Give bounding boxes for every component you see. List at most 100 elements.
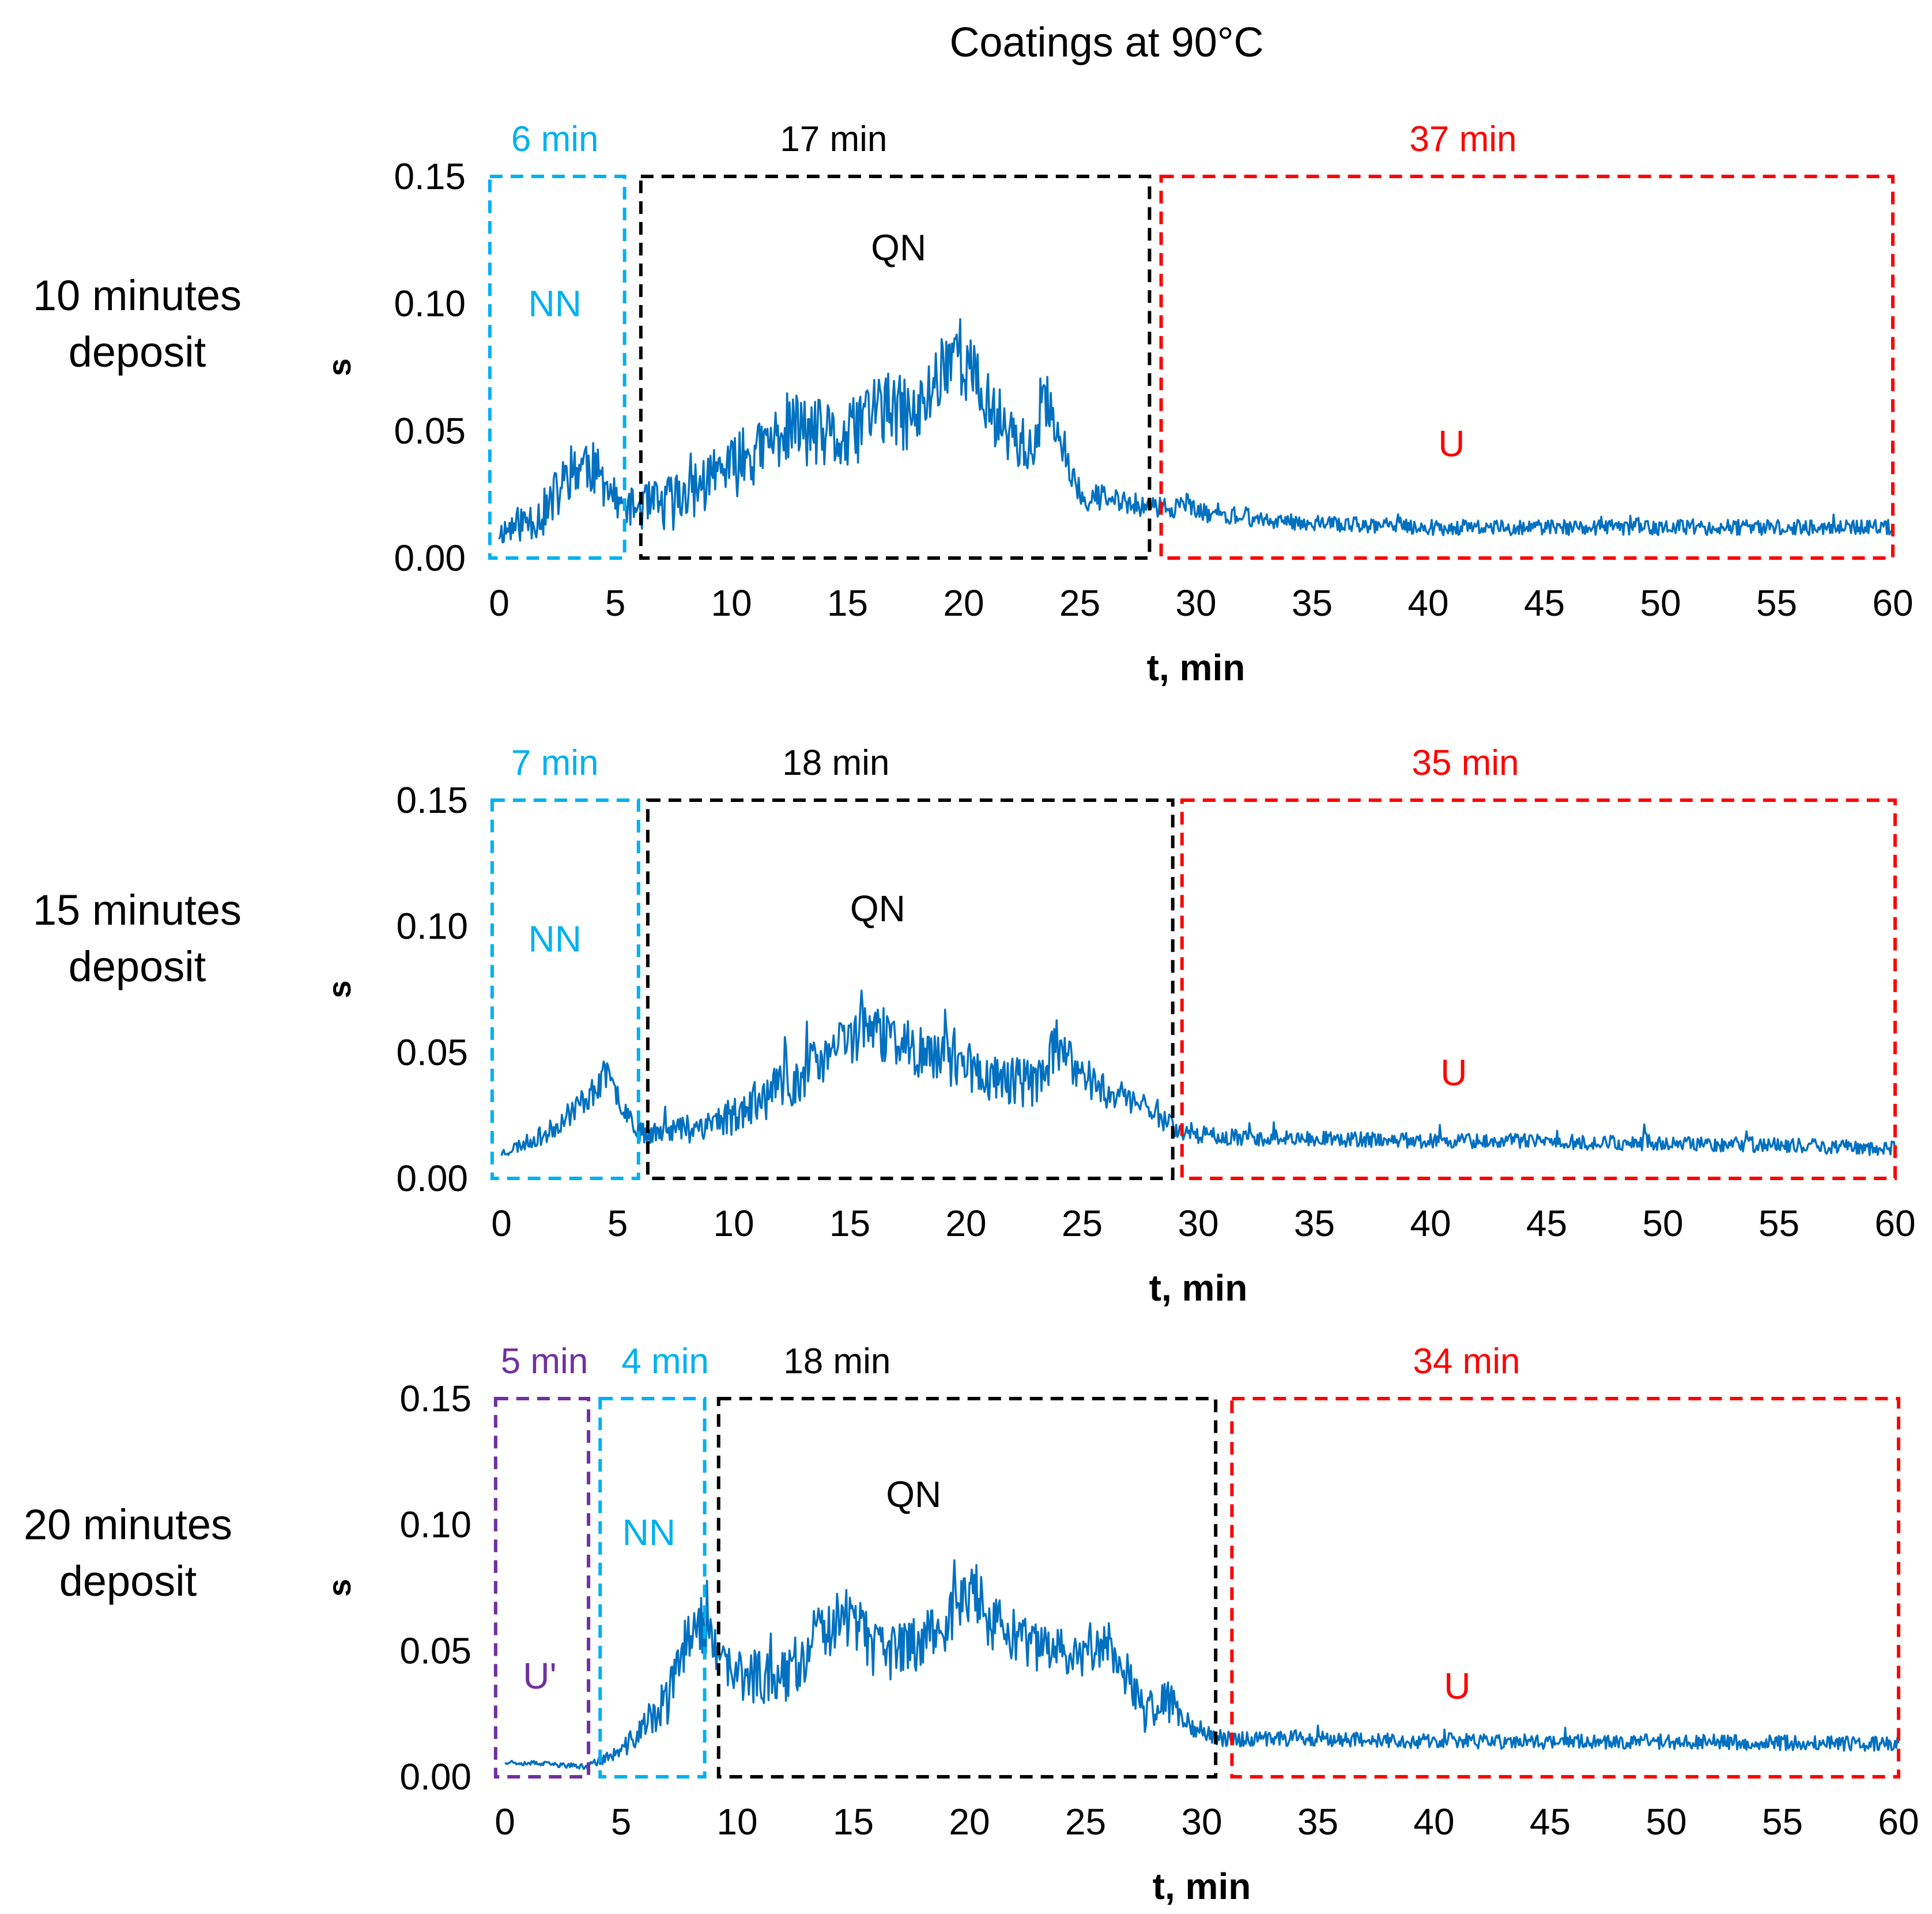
data-series-line [504,1559,1900,1770]
y-axis-label: s [321,980,357,998]
row-label-line: 15 minutes [33,886,242,934]
region-duration-label: 37 min [1409,119,1516,159]
figure-title: Coatings at 90°C [949,20,1263,66]
region-box-u [1180,798,1897,1180]
x-tick-label: 60 [1872,582,1913,624]
region-duration-label: 7 min [511,743,599,783]
x-tick-label: 5 [607,1203,628,1244]
y-tick-label: 0.05 [396,1031,468,1073]
row-label: 20 minutes deposit [24,1501,232,1605]
x-tick-label: 25 [1062,1203,1103,1244]
x-tick-label: 20 [949,1801,990,1843]
row-label-line: deposit [59,1557,197,1605]
region-label: U' [523,1655,556,1697]
row-label-line: deposit [69,943,206,990]
region-duration-label: 18 min [783,1342,890,1381]
y-tick-label: 0.10 [394,283,466,325]
y-tick-label: 0.05 [394,410,466,451]
row-label: 10 minutes deposit [33,272,242,376]
x-tick-label: 25 [1059,582,1100,624]
x-tick-label: 35 [1294,1203,1335,1244]
x-tick-label: 30 [1178,1203,1218,1244]
x-tick-label: 40 [1410,1203,1451,1244]
region-box-qn [646,798,1175,1180]
region-box-uprime [493,1397,591,1779]
x-tick-label: 35 [1297,1801,1338,1843]
panel-15-minutes-deposit: 15 minutes deposit s 0.00 0.05 0.10 0.15 0 5 10 15… [33,743,1916,1309]
x-tick-label: 40 [1408,582,1448,624]
y-tick-label: 0.15 [394,156,466,197]
x-tick-label: 10 [716,1801,757,1843]
region-box-u [1230,1397,1900,1779]
x-tick-label: 10 [713,1203,754,1244]
x-axis-label: t, min [1147,647,1246,688]
y-axis-label: s [321,1578,357,1596]
region-box-nn [490,798,640,1180]
x-tick-label: 50 [1640,582,1681,624]
region-label: U [1440,1052,1467,1093]
x-tick-label: 35 [1292,582,1333,624]
x-axis-label: t, min [1153,1866,1251,1907]
x-tick-label: 15 [829,1203,870,1244]
y-tick-label: 0.10 [399,1504,471,1546]
region-label: QN [850,888,905,929]
data-series-line [498,318,1894,544]
y-tick-label: 0.10 [396,906,468,947]
region-box-qn [716,1397,1218,1779]
x-tick-label: 55 [1756,582,1797,624]
x-tick-label: 15 [827,582,868,624]
region-label: U [1444,1666,1470,1707]
region-box-qn [639,175,1152,560]
y-tick-label: 0.00 [396,1158,468,1199]
x-tick-label: 55 [1759,1203,1799,1244]
x-tick-label: 55 [1762,1801,1803,1843]
region-label: NN [528,918,581,960]
region-duration-label: 17 min [780,119,887,159]
x-tick-label: 50 [1646,1801,1686,1843]
x-tick-label: 30 [1175,582,1216,624]
x-tick-label: 50 [1642,1203,1683,1244]
region-box-u [1159,175,1895,560]
region-duration-label: 6 min [511,119,599,159]
x-tick-label: 60 [1874,1203,1915,1244]
region-duration-label: 35 min [1412,743,1519,783]
region-duration-label: 5 min [501,1342,588,1381]
y-tick-label: 0.00 [394,537,466,579]
x-axis-label: t, min [1149,1267,1248,1309]
y-tick-label: 0.00 [399,1756,471,1798]
data-series-line [500,989,1896,1156]
region-box-nn [598,1397,707,1779]
x-tick-label: 15 [833,1801,874,1843]
row-label-line: deposit [69,328,206,376]
y-tick-label: 0.15 [399,1378,471,1419]
panel-20-minutes-deposit: 20 minutes deposit s 0.00 0.05 0.10 0.15 0 5 10 15… [24,1342,1919,1907]
region-label: NN [529,283,582,325]
x-tick-label: 0 [489,582,510,624]
row-label-line: 10 minutes [33,272,242,319]
x-tick-label: 45 [1524,582,1565,624]
region-duration-label: 34 min [1413,1342,1520,1381]
region-label: NN [622,1512,676,1553]
x-tick-label: 40 [1413,1801,1454,1843]
region-label: U [1438,423,1465,464]
x-tick-label: 10 [711,582,752,624]
row-label-line: 20 minutes [24,1501,232,1548]
panel-10-minutes-deposit: 10 minutes deposit s 0.00 0.05 0.10 0.15 0 5 10 15… [33,119,1914,688]
x-tick-label: 30 [1181,1801,1222,1843]
y-axis-label: s [321,358,357,376]
region-duration-label: 4 min [621,1342,709,1381]
region-label: QN [871,227,926,269]
x-tick-label: 45 [1526,1203,1567,1244]
x-tick-label: 0 [495,1801,515,1843]
x-tick-label: 0 [491,1203,512,1244]
x-tick-label: 20 [943,582,984,624]
x-tick-label: 45 [1530,1801,1571,1843]
x-tick-label: 25 [1065,1801,1106,1843]
region-duration-label: 18 min [782,743,889,783]
x-tick-label: 5 [605,582,626,624]
x-tick-label: 60 [1878,1801,1919,1843]
row-label: 15 minutes deposit [33,886,242,990]
region-box-nn [488,175,627,560]
y-tick-label: 0.05 [399,1630,471,1671]
